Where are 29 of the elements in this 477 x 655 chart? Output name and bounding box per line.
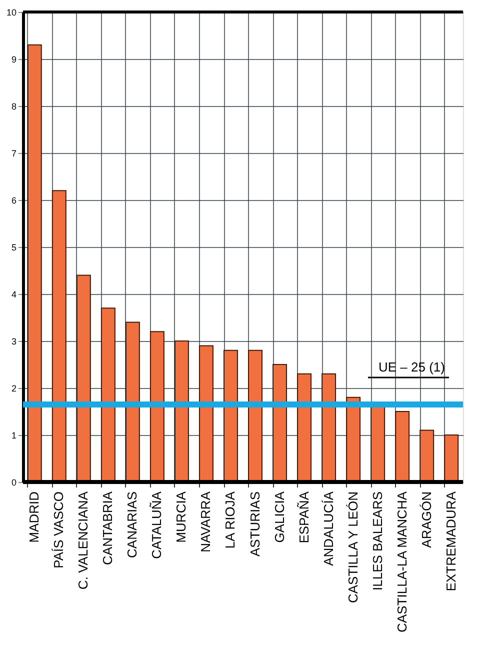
x-tick-label: CANTABRIA xyxy=(100,491,116,565)
x-tick-label: CANARIAS xyxy=(124,491,140,558)
x-tick-label: ESPAÑA xyxy=(296,491,312,544)
x-tick-label: GALICIA xyxy=(272,491,287,543)
y-tick-label: 3 xyxy=(11,336,16,346)
x-tick-label: NAVARRA xyxy=(198,491,214,552)
y-tick-label: 7 xyxy=(11,148,16,158)
x-tick-label: CASTILLA-LA MANCHA xyxy=(394,491,410,632)
x-tick-label: PAÍS VASCO xyxy=(51,492,66,568)
y-tick-label: 0 xyxy=(11,478,16,488)
x-tick-label: ARAGÓN xyxy=(418,492,434,548)
x-tick-label: C. VALENCIANA xyxy=(76,491,91,590)
x-tick-label: EXTREMADURA xyxy=(443,491,458,592)
x-tick-label: CASTILLA Y LEÓN xyxy=(345,492,360,604)
y-tick-label: 4 xyxy=(11,290,16,300)
x-tick-label: CATALUÑA xyxy=(149,491,164,559)
x-tick-label: ILLES BALEARS xyxy=(370,491,385,590)
x-tick-label: ANDALUCÍA xyxy=(320,491,336,566)
x-tick-label: ASTURIAS xyxy=(247,491,262,557)
y-tick-label: 8 xyxy=(11,102,16,112)
y-tick-label: 9 xyxy=(11,54,16,64)
y-tick-label: 10 xyxy=(6,8,16,18)
x-tick-label: MURCIA xyxy=(174,491,189,543)
y-tick-label: 2 xyxy=(11,384,16,394)
y-tick-label: 5 xyxy=(11,242,16,252)
y-tick-label: 1 xyxy=(11,430,16,440)
x-tick-label: LA RIOJA xyxy=(222,491,238,549)
y-tick-label: 6 xyxy=(11,196,16,206)
x-tick-label: MADRID xyxy=(26,492,42,543)
